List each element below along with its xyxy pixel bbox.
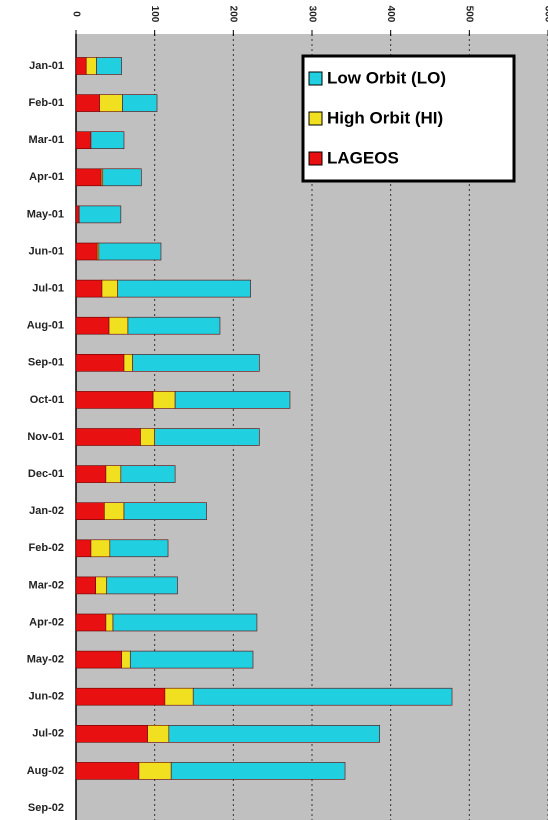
y-tick-label: Sep-01 [28, 357, 64, 369]
bar-segment [102, 168, 142, 187]
bar-segment [75, 353, 125, 372]
x-tick-label: 500 [464, 6, 475, 23]
x-tick-label: 400 [385, 6, 396, 23]
y-tick-label: Jul-02 [32, 728, 64, 740]
y-tick-label: Aug-01 [27, 320, 64, 332]
bar-segment [132, 353, 260, 372]
bar-segment [105, 465, 122, 483]
bar-segment [121, 650, 131, 669]
x-tick-label: 200 [228, 6, 239, 23]
bar-segment [123, 502, 207, 521]
bar-segment [75, 168, 102, 187]
bar-segment [90, 131, 125, 149]
bar-segment [96, 57, 122, 75]
y-tick-label: Sep-02 [28, 802, 64, 814]
bar-segment [75, 465, 107, 483]
bar-segment [123, 353, 133, 372]
bar-segment [75, 279, 103, 298]
y-tick-label: Mar-01 [29, 134, 64, 146]
bar-segment [101, 279, 118, 298]
y-tick-label: Jan-02 [29, 505, 64, 517]
bar-segment [90, 539, 111, 558]
x-tick-label: 0 [70, 11, 81, 17]
legend-swatch [308, 151, 323, 166]
y-tick-label: Dec-01 [28, 468, 64, 480]
bar-segment [192, 687, 453, 706]
legend-swatch [308, 71, 323, 86]
bar-segment [95, 576, 107, 595]
bar-segment [117, 279, 251, 298]
bar-segment [168, 724, 380, 743]
bar-segment [75, 391, 154, 409]
bar-segment [75, 687, 166, 706]
bar-segment [164, 687, 194, 706]
legend: Low Orbit (LO) High Orbit (HI) LAGEOS [301, 54, 516, 183]
y-tick-label: Feb-01 [29, 97, 64, 109]
bar-segment [174, 391, 291, 409]
y-tick-label: Jul-01 [32, 283, 64, 295]
bar-segment [127, 316, 221, 335]
bar-segment [120, 465, 176, 483]
y-tick-label: May-01 [27, 208, 64, 220]
bar-segment [152, 391, 176, 409]
y-tick-label: Jun-02 [29, 691, 64, 703]
bar-segment [109, 539, 169, 558]
bar-segment [75, 576, 96, 595]
bar-segment [75, 205, 80, 224]
bar-segment [108, 316, 129, 335]
bar-segment [75, 428, 141, 446]
bar-segment [147, 724, 170, 743]
bar-segment [105, 613, 114, 632]
bar-segment [75, 539, 92, 558]
y-tick-label: Jun-01 [29, 245, 64, 257]
bar-segment [75, 502, 105, 521]
bar-segment [75, 724, 148, 743]
bar-segment [122, 94, 158, 112]
bar-segment [75, 94, 100, 112]
y-tick-label: Oct-01 [30, 394, 64, 406]
bar-segment [140, 428, 155, 446]
bar-segment [129, 650, 254, 669]
bar-segment [75, 316, 110, 335]
legend-box [301, 54, 516, 183]
y-tick-label: Mar-02 [29, 579, 64, 591]
x-tick-label: 100 [149, 6, 160, 23]
bar-segment [75, 762, 140, 780]
legend-label: LAGEOS [327, 148, 399, 167]
bar-segment [75, 131, 92, 149]
x-tick-label: 600 [542, 6, 548, 23]
legend-label: High Orbit (HI) [327, 108, 443, 127]
bar-segment [104, 502, 125, 521]
bar-segment [75, 242, 98, 261]
legend-swatch [308, 111, 323, 126]
y-tick-label: Apr-02 [29, 616, 64, 628]
bar-segment [106, 576, 178, 595]
bar-segment [112, 613, 258, 632]
bar-segment [75, 650, 122, 669]
bar-segment [85, 57, 97, 75]
bar-segment [78, 205, 122, 224]
y-tick-label: Jan-01 [29, 60, 64, 72]
bar-segment [99, 94, 123, 112]
y-tick-label: May-02 [27, 654, 64, 666]
y-tick-label: Aug-02 [27, 765, 64, 777]
x-tick-label: 300 [306, 6, 317, 23]
bar-segment [75, 57, 87, 75]
legend-label: Low Orbit (LO) [327, 68, 446, 87]
y-tick-label: Nov-01 [27, 431, 64, 443]
bar-segment [154, 428, 260, 446]
y-tick-label: Apr-01 [29, 171, 64, 183]
bar-segment [138, 762, 172, 780]
bar-segment [75, 613, 107, 632]
bar-segment [170, 762, 346, 780]
y-tick-label: Feb-02 [29, 542, 64, 554]
bar-segment [98, 242, 162, 261]
